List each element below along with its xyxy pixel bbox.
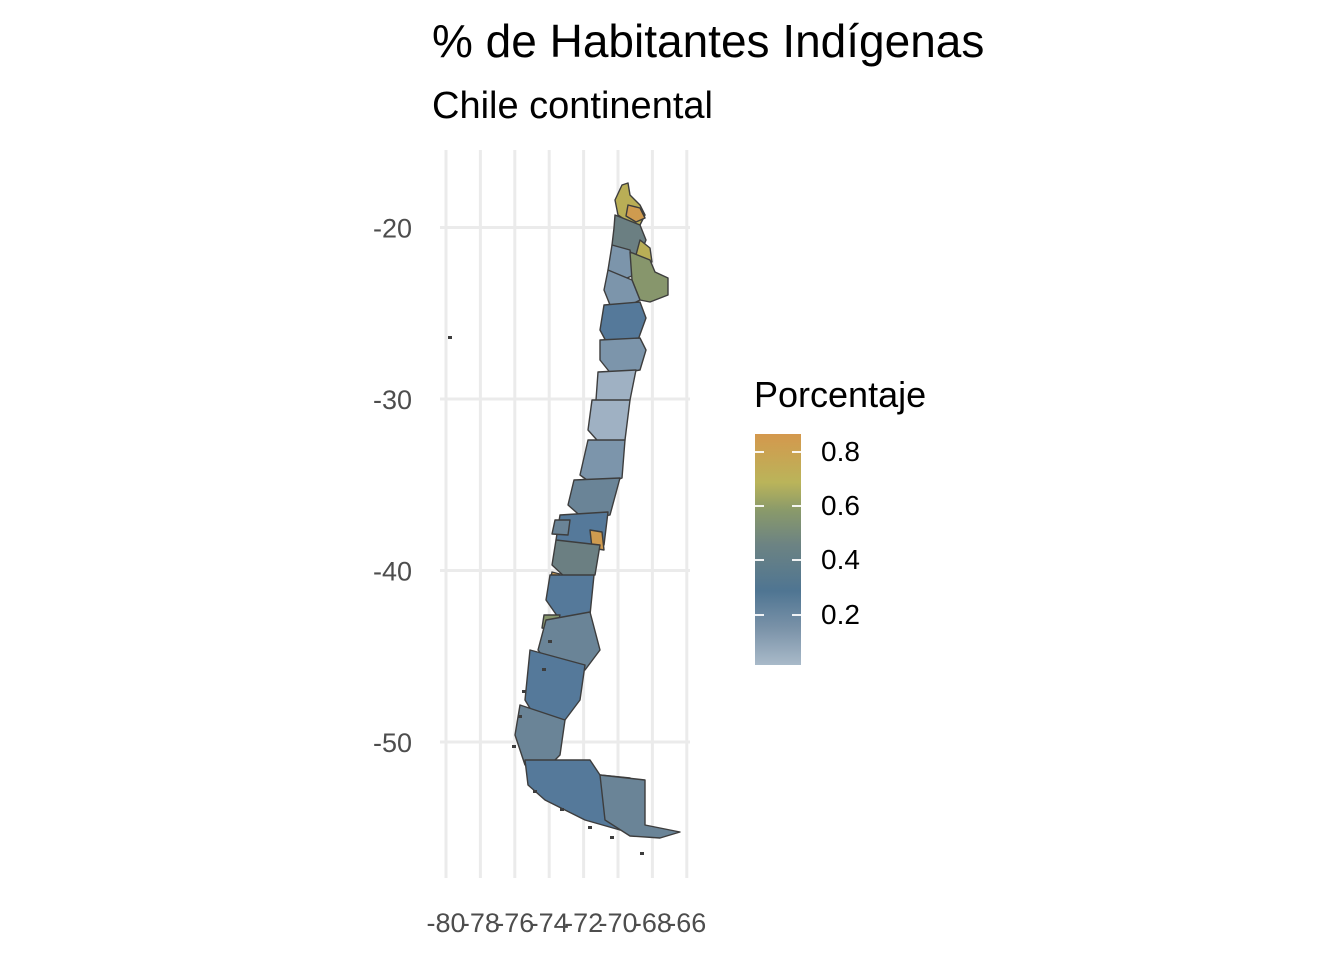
chile-regions: [448, 182, 681, 855]
x-tick-label: -66: [667, 908, 706, 938]
x-tick-label: -72: [564, 908, 603, 938]
island-fragment: [518, 715, 522, 718]
x-tick-label: -68: [633, 908, 672, 938]
legend-title: Porcentaje: [754, 374, 927, 415]
y-tick-label: -40: [373, 557, 412, 587]
legend-label: 0.2: [821, 599, 860, 630]
y-tick-label: -50: [373, 728, 412, 758]
region-polygon: [625, 204, 646, 223]
region-polygon: [599, 337, 647, 376]
legend-tick-mark: [792, 505, 801, 507]
legend-label: 0.8: [821, 436, 860, 467]
legend-tick-mark: [755, 559, 764, 561]
island-fragment: [512, 745, 516, 748]
legend-tick-mark: [792, 559, 801, 561]
island-fragment: [542, 668, 546, 671]
island-fragment: [533, 790, 537, 793]
island-fragment: [640, 852, 644, 855]
region-polygon: [599, 774, 681, 839]
legend-label: 0.4: [821, 544, 860, 575]
x-tick-label: -70: [598, 908, 637, 938]
island-fragment: [448, 336, 452, 339]
x-tick-label: -76: [495, 908, 534, 938]
x-axis-tick-labels: -80-78-76-74-72-70-68-66: [426, 908, 706, 938]
y-tick-label: -30: [373, 385, 412, 415]
legend-label: 0.6: [821, 490, 860, 521]
y-axis-tick-labels: -20 -30 -40 -50: [373, 214, 412, 759]
chart-title: % de Habitantes Indígenas: [432, 15, 985, 67]
legend-tick-mark: [792, 614, 801, 616]
x-tick-label: -80: [426, 908, 465, 938]
legend-tick-mark: [755, 614, 764, 616]
legend-tick-mark: [792, 451, 801, 453]
island-fragment: [610, 836, 614, 839]
region-polygon: [551, 519, 571, 536]
chart-subtitle: Chile continental: [432, 85, 713, 127]
x-tick-label: -74: [530, 908, 569, 938]
legend-colorbar: [755, 434, 801, 665]
legend-tick-mark: [755, 505, 764, 507]
island-fragment: [548, 640, 552, 643]
x-tick-label: -78: [461, 908, 500, 938]
island-fragment: [522, 690, 526, 693]
island-fragment: [588, 826, 592, 829]
island-fragment: [560, 808, 564, 811]
legend-tick-mark: [755, 451, 764, 453]
region-polygon: [551, 539, 601, 579]
y-tick-label: -20: [373, 214, 412, 244]
